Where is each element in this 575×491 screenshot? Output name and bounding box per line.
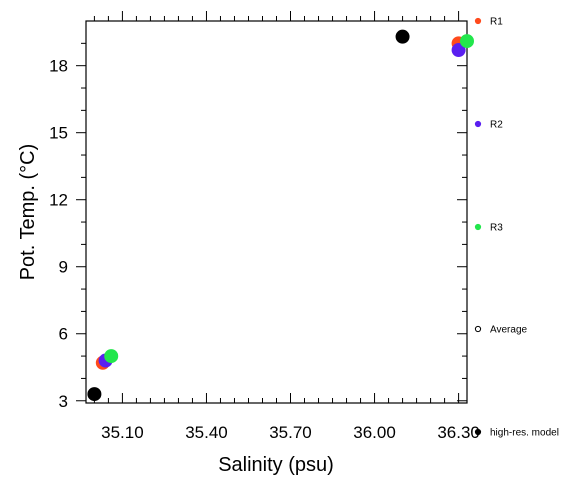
- legend-marker: [474, 325, 482, 333]
- x-tick-label: 35.40: [185, 423, 228, 442]
- legend-marker: [474, 17, 482, 25]
- tick-labels: 35.10 35.40 35.70 36.00 36.30 3 6 9 12 15 18: [49, 57, 480, 442]
- legend-label: R3: [490, 223, 503, 234]
- x-tick-label: 35.10: [101, 423, 144, 442]
- axis-ticks: [76, 11, 467, 403]
- legend-marker: [474, 223, 482, 231]
- legend-marker: [474, 428, 482, 436]
- data-point-r3: [460, 34, 474, 49]
- data-point-high-res-model: [395, 29, 410, 44]
- x-axis-title: Salinity (psu): [218, 454, 334, 476]
- legend-label: Average: [490, 325, 528, 336]
- y-axis-title: Pot. Temp. (°C): [17, 144, 39, 281]
- y-tick-label: 12: [49, 191, 68, 210]
- y-tick-label: 15: [49, 124, 68, 143]
- y-tick-label: 3: [59, 392, 68, 411]
- x-tick-label: 36.30: [437, 423, 480, 442]
- y-tick-label: 18: [49, 57, 68, 76]
- data-point-r3: [104, 349, 119, 364]
- legend: R1 R2 R3 Average high-res. model: [474, 17, 559, 439]
- x-tick-label: 35.70: [269, 423, 312, 442]
- data-point-r2: [451, 43, 466, 58]
- data-points: [87, 29, 474, 402]
- legend-label: R2: [490, 120, 503, 131]
- plot-frame: [85, 20, 468, 404]
- legend-label: high-res. model: [490, 428, 559, 439]
- data-point-high-res-model: [87, 387, 102, 402]
- legend-label: R1: [490, 17, 503, 28]
- x-tick-label: 36.00: [353, 423, 396, 442]
- y-tick-label: 6: [59, 325, 68, 344]
- y-tick-label: 9: [59, 258, 68, 277]
- legend-marker: [474, 120, 482, 128]
